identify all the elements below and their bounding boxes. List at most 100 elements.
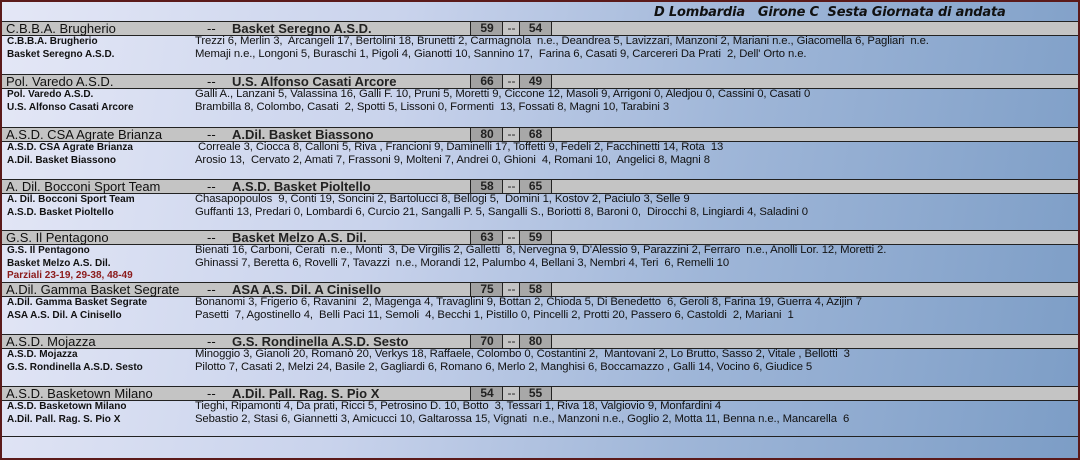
divider xyxy=(2,436,1078,437)
away-players: Pilotto 7, Casati 2, Melzi 24, Basile 2,… xyxy=(195,361,813,373)
game-block: G.S. Il Pentagono -- Basket Melzo A.S. D… xyxy=(2,230,1078,282)
separator: -- xyxy=(207,282,216,297)
away-players: Sebastio 2, Stasi 6, Giannetti 3, Amicuc… xyxy=(195,413,850,425)
game-block: A.Dil. Gamma Basket Segrate -- ASA A.S. … xyxy=(2,282,1078,334)
home-team-label: A.S.D. Basketown Milano xyxy=(7,401,127,412)
away-score: 59 xyxy=(519,231,552,244)
away-team-label: Basket Seregno A.S.D. xyxy=(7,49,115,60)
away-score: 68 xyxy=(519,128,552,141)
home-team-name: C.B.B.A. Brugherio xyxy=(6,21,116,36)
game-block: Pol. Varedo A.S.D. -- U.S. Alfonso Casat… xyxy=(2,74,1078,126)
away-team-label: A.S.D. Basket Pioltello xyxy=(7,207,114,218)
home-team-label: A.S.D. CSA Agrate Brianza xyxy=(7,142,133,153)
away-players: Memaji n.e., Longoni 5, Buraschi 1, Pigo… xyxy=(195,48,807,60)
home-players: Galli A., Lanzani 5, Valassina 16, Galli… xyxy=(195,88,811,100)
away-players: Brambilla 8, Colombo, Casati 2, Spotti 5… xyxy=(195,101,670,113)
away-team-name: A.Dil. Pall. Rag. S. Pio X xyxy=(232,386,380,401)
away-team-name: A.Dil. Basket Biassono xyxy=(232,127,374,142)
home-score: 58 xyxy=(470,180,503,193)
away-team-name: Basket Melzo A.S. Dil. xyxy=(232,230,367,245)
game-header: A.S.D. Mojazza -- G.S. Rondinella A.S.D.… xyxy=(2,334,1078,349)
home-score: 59 xyxy=(470,22,503,35)
home-players: Correale 3, Ciocca 8, Calloni 5, Riva , … xyxy=(195,141,724,153)
home-score: 66 xyxy=(470,75,503,88)
game-block: C.B.B.A. Brugherio -- Basket Seregno A.S… xyxy=(2,21,1078,73)
home-team-name: A.S.D. CSA Agrate Brianza xyxy=(6,127,163,142)
home-players: Trezzi 6, Merlin 3, Arcangeli 17, Bertol… xyxy=(195,35,929,47)
game-block: A. Dil. Bocconi Sport Team -- A.S.D. Bas… xyxy=(2,179,1078,231)
game-header: A. Dil. Bocconi Sport Team -- A.S.D. Bas… xyxy=(2,179,1078,194)
partials: Parziali 23-19, 29-38, 48-49 xyxy=(7,270,133,281)
score-separator: -- xyxy=(502,180,520,193)
home-players: Tieghi, Ripamonti 4, Da prati, Ricci 5, … xyxy=(195,400,722,412)
game-block: A.S.D. Mojazza -- G.S. Rondinella A.S.D.… xyxy=(2,334,1078,386)
away-team-name: U.S. Alfonso Casati Arcore xyxy=(232,74,397,89)
score-separator: -- xyxy=(502,283,520,296)
separator: -- xyxy=(207,179,216,194)
away-players: Guffanti 13, Predari 0, Lombardi 6, Curc… xyxy=(195,206,808,218)
away-team-label: Basket Melzo A.S. Dil. xyxy=(7,258,111,269)
away-team-label: U.S. Alfonso Casati Arcore xyxy=(7,102,134,113)
away-players: Arosio 13, Cervato 2, Amati 7, Frassoni … xyxy=(195,154,710,166)
away-score: 55 xyxy=(519,387,552,400)
away-score: 65 xyxy=(519,180,552,193)
home-team-name: A. Dil. Bocconi Sport Team xyxy=(6,179,161,194)
game-block: A.S.D. CSA Agrate Brianza -- A.Dil. Bask… xyxy=(2,127,1078,179)
home-team-label: A. Dil. Bocconi Sport Team xyxy=(7,194,135,205)
separator: -- xyxy=(207,74,216,89)
score-separator: -- xyxy=(502,231,520,244)
separator: -- xyxy=(207,334,216,349)
score-separator: -- xyxy=(502,335,520,348)
away-score: 80 xyxy=(519,335,552,348)
separator: -- xyxy=(207,386,216,401)
away-team-name: G.S. Rondinella A.S.D. Sesto xyxy=(232,334,409,349)
home-team-name: A.Dil. Gamma Basket Segrate xyxy=(6,282,180,297)
separator: -- xyxy=(207,230,216,245)
home-players: Bonanomi 3, Frigerio 6, Ravanini 2, Mage… xyxy=(195,296,862,308)
game-header: A.Dil. Gamma Basket Segrate -- ASA A.S. … xyxy=(2,282,1078,297)
game-header: A.S.D. CSA Agrate Brianza -- A.Dil. Bask… xyxy=(2,127,1078,142)
game-header: Pol. Varedo A.S.D. -- U.S. Alfonso Casat… xyxy=(2,74,1078,89)
home-team-name: A.S.D. Basketown Milano xyxy=(6,386,153,401)
game-header: A.S.D. Basketown Milano -- A.Dil. Pall. … xyxy=(2,386,1078,401)
away-score: 49 xyxy=(519,75,552,88)
home-team-label: A.S.D. Mojazza xyxy=(7,349,78,360)
away-team-name: ASA A.S. Dil. A Cinisello xyxy=(232,282,382,297)
away-players: Ghinassi 7, Beretta 6, Rovelli 7, Tavazz… xyxy=(195,257,730,269)
game-block: A.S.D. Basketown Milano -- A.Dil. Pall. … xyxy=(2,386,1078,438)
score-separator: -- xyxy=(502,75,520,88)
score-separator: -- xyxy=(502,128,520,141)
separator: -- xyxy=(207,21,216,36)
page-title: D Lombardia Girone C Sesta Giornata di a… xyxy=(654,5,1006,20)
home-score: 54 xyxy=(470,387,503,400)
away-team-label: A.Dil. Basket Biassono xyxy=(7,155,116,166)
away-team-name: Basket Seregno A.S.D. xyxy=(232,21,372,36)
home-team-name: G.S. Il Pentagono xyxy=(6,230,109,245)
home-score: 75 xyxy=(470,283,503,296)
away-team-label: A.Dil. Pall. Rag. S. Pio X xyxy=(7,414,121,425)
away-team-name: A.S.D. Basket Pioltello xyxy=(232,179,371,194)
separator: -- xyxy=(207,127,216,142)
home-team-label: G.S. Il Pentagono xyxy=(7,245,90,256)
home-team-label: C.B.B.A. Brugherio xyxy=(7,36,98,47)
home-score: 63 xyxy=(470,231,503,244)
home-team-label: A.Dil. Gamma Basket Segrate xyxy=(7,297,148,308)
away-score: 58 xyxy=(519,283,552,296)
home-players: Minoggio 3, Gianoli 20, Romanò 20, Verky… xyxy=(195,348,850,360)
home-team-label: Pol. Varedo A.S.D. xyxy=(7,89,94,100)
away-team-label: ASA A.S. Dil. A Cinisello xyxy=(7,310,122,321)
game-header: C.B.B.A. Brugherio -- Basket Seregno A.S… xyxy=(2,21,1078,36)
score-separator: -- xyxy=(502,387,520,400)
home-players: Chasapopoulos 9, Conti 19, Soncini 2, Ba… xyxy=(195,193,690,205)
home-team-name: Pol. Varedo A.S.D. xyxy=(6,74,114,89)
home-score: 70 xyxy=(470,335,503,348)
away-team-label: G.S. Rondinella A.S.D. Sesto xyxy=(7,362,143,373)
home-players: Bienati 16, Carboni, Cerati n.e., Monti … xyxy=(195,244,887,256)
away-players: Pasetti 7, Agostinello 4, Belli Paci 11,… xyxy=(195,309,794,321)
home-score: 80 xyxy=(470,128,503,141)
away-score: 54 xyxy=(519,22,552,35)
home-team-name: A.S.D. Mojazza xyxy=(6,334,96,349)
score-separator: -- xyxy=(502,22,520,35)
game-header: G.S. Il Pentagono -- Basket Melzo A.S. D… xyxy=(2,230,1078,245)
